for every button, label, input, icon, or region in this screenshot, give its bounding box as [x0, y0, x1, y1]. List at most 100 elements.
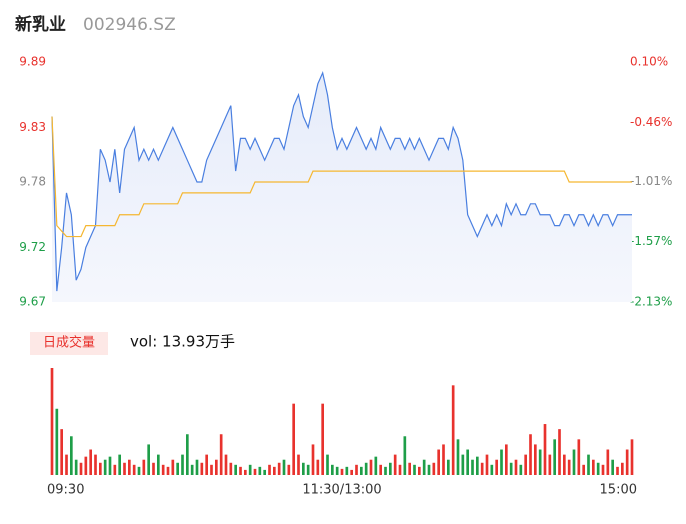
volume-bar	[505, 444, 508, 475]
volume-bar	[50, 368, 54, 475]
volume-bar	[447, 459, 450, 475]
volume-bar	[273, 466, 276, 475]
volume-bar	[408, 462, 411, 475]
volume-bar	[152, 462, 155, 475]
volume-bar	[137, 466, 141, 475]
volume-bar	[215, 459, 218, 475]
volume-bar	[161, 464, 165, 475]
volume-bar	[364, 462, 368, 475]
volume-bar	[157, 454, 160, 475]
volume-bar	[437, 449, 440, 475]
volume-bar	[553, 439, 556, 475]
volume-bar	[534, 444, 537, 475]
volume-bar	[210, 464, 213, 475]
volume-bar	[345, 466, 349, 475]
volume-bar	[316, 459, 320, 475]
volume-bar	[268, 464, 271, 475]
volume-bar	[99, 462, 102, 475]
volume-bar	[374, 456, 378, 475]
volume-bar	[128, 459, 131, 475]
average-line	[51, 116, 632, 238]
volume-bar	[55, 408, 59, 475]
y-tick-label: 9.72	[19, 240, 46, 254]
volume-bar	[490, 464, 494, 475]
volume-bar	[611, 459, 614, 475]
x-tick-label: 09:30	[47, 483, 84, 498]
volume-bar	[186, 434, 189, 475]
volume-bar	[166, 466, 170, 475]
volume-bar	[229, 462, 233, 475]
volume-bar	[219, 434, 223, 475]
x-tick-label: 15:00	[600, 483, 637, 498]
volume-bar	[287, 464, 291, 475]
volume-bar	[379, 464, 382, 475]
volume-legend: 日成交量	[43, 335, 95, 351]
volume-bar	[176, 462, 179, 475]
y-tick-label: 9.89	[19, 55, 46, 69]
volume-bar	[306, 464, 310, 475]
volume-bar	[94, 454, 97, 475]
volume-bar	[393, 454, 397, 475]
y2-tick-label: -2.13%	[630, 295, 672, 309]
volume-bar	[432, 462, 436, 475]
y2-tick-label: 0.10%	[630, 55, 668, 69]
volume-bar	[123, 462, 126, 475]
volume-bar	[263, 469, 266, 475]
volume-bar	[572, 449, 576, 475]
volume-bar	[567, 459, 571, 475]
volume-bar	[621, 462, 624, 475]
volume-bar	[466, 449, 469, 475]
volume-bar	[147, 444, 150, 475]
volume-bar	[239, 466, 242, 475]
volume-bar	[577, 439, 581, 475]
volume-bar	[350, 469, 353, 475]
volume-bar	[60, 429, 63, 475]
volume-bar	[422, 459, 426, 475]
volume-bar	[297, 454, 300, 475]
volume-bar	[480, 462, 484, 475]
volume-bar	[244, 469, 247, 475]
volume-bar	[592, 459, 595, 475]
volume-bar	[558, 429, 561, 475]
volume-bar	[360, 466, 363, 475]
volume-bar	[529, 434, 532, 475]
volume-bar	[625, 449, 629, 475]
volume-bar	[403, 436, 407, 475]
y-tick-label: 9.78	[19, 175, 46, 189]
volume-bar	[543, 424, 547, 475]
volume-bar	[485, 454, 489, 475]
volume-bar	[195, 459, 199, 475]
volume-bar	[181, 454, 184, 475]
volume-bar	[384, 466, 387, 475]
volume-bar	[369, 459, 373, 475]
volume-bar	[292, 403, 295, 475]
volume-bar	[89, 449, 92, 475]
volume-bar	[519, 464, 523, 475]
volume-bar	[355, 464, 358, 475]
volume-bar	[456, 439, 460, 475]
stock-name: 新乳业	[15, 14, 66, 35]
volume-bar	[427, 464, 431, 475]
volume-bar	[65, 454, 68, 475]
volume-bar	[74, 459, 78, 475]
volume-bar	[118, 454, 121, 475]
volume-bar	[630, 439, 634, 475]
y-tick-label: 9.83	[19, 120, 46, 134]
volume-bar	[442, 444, 445, 475]
volume-bar	[253, 468, 257, 475]
y2-tick-label: -0.46%	[630, 115, 672, 129]
volume-bar	[587, 454, 590, 475]
volume-bar	[606, 449, 610, 475]
volume-bar	[84, 456, 88, 475]
volume-bar	[277, 462, 281, 475]
volume-bar	[200, 462, 204, 475]
y2-tick-label: -1.57%	[630, 234, 672, 248]
y-tick-label: 9.67	[19, 295, 46, 309]
volume-bar	[70, 436, 73, 475]
volume-bar	[476, 456, 479, 475]
volume-bar	[258, 466, 262, 475]
volume-bar	[103, 459, 107, 475]
volume-bar	[79, 462, 83, 475]
